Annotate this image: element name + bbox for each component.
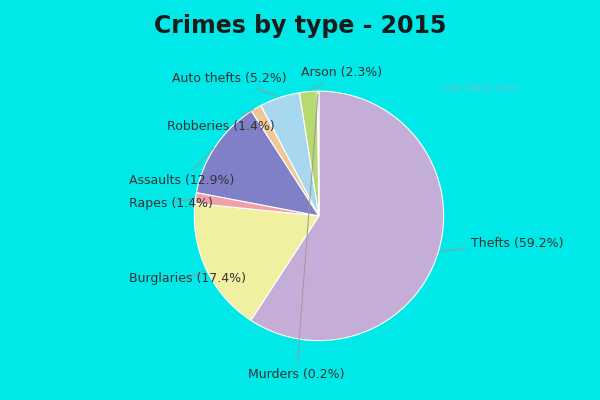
Text: Arson (2.3%): Arson (2.3%) [301, 66, 382, 90]
Text: Crimes by type - 2015: Crimes by type - 2015 [154, 14, 446, 38]
Text: Murders (0.2%): Murders (0.2%) [248, 94, 345, 381]
Wedge shape [261, 93, 319, 216]
Text: Rapes (1.4%): Rapes (1.4%) [130, 197, 213, 210]
Text: Burglaries (17.4%): Burglaries (17.4%) [130, 271, 247, 285]
Text: City-Data.com: City-Data.com [440, 83, 520, 93]
Wedge shape [196, 111, 319, 216]
Text: Thefts (59.2%): Thefts (59.2%) [441, 237, 563, 251]
Wedge shape [195, 192, 319, 216]
Text: Assaults (12.9%): Assaults (12.9%) [130, 148, 235, 188]
Wedge shape [194, 203, 319, 320]
Text: Auto thefts (5.2%): Auto thefts (5.2%) [172, 72, 286, 96]
Text: Robberies (1.4%): Robberies (1.4%) [167, 110, 275, 132]
Wedge shape [251, 91, 443, 341]
Wedge shape [299, 91, 319, 216]
Wedge shape [317, 91, 319, 216]
Wedge shape [251, 106, 319, 216]
